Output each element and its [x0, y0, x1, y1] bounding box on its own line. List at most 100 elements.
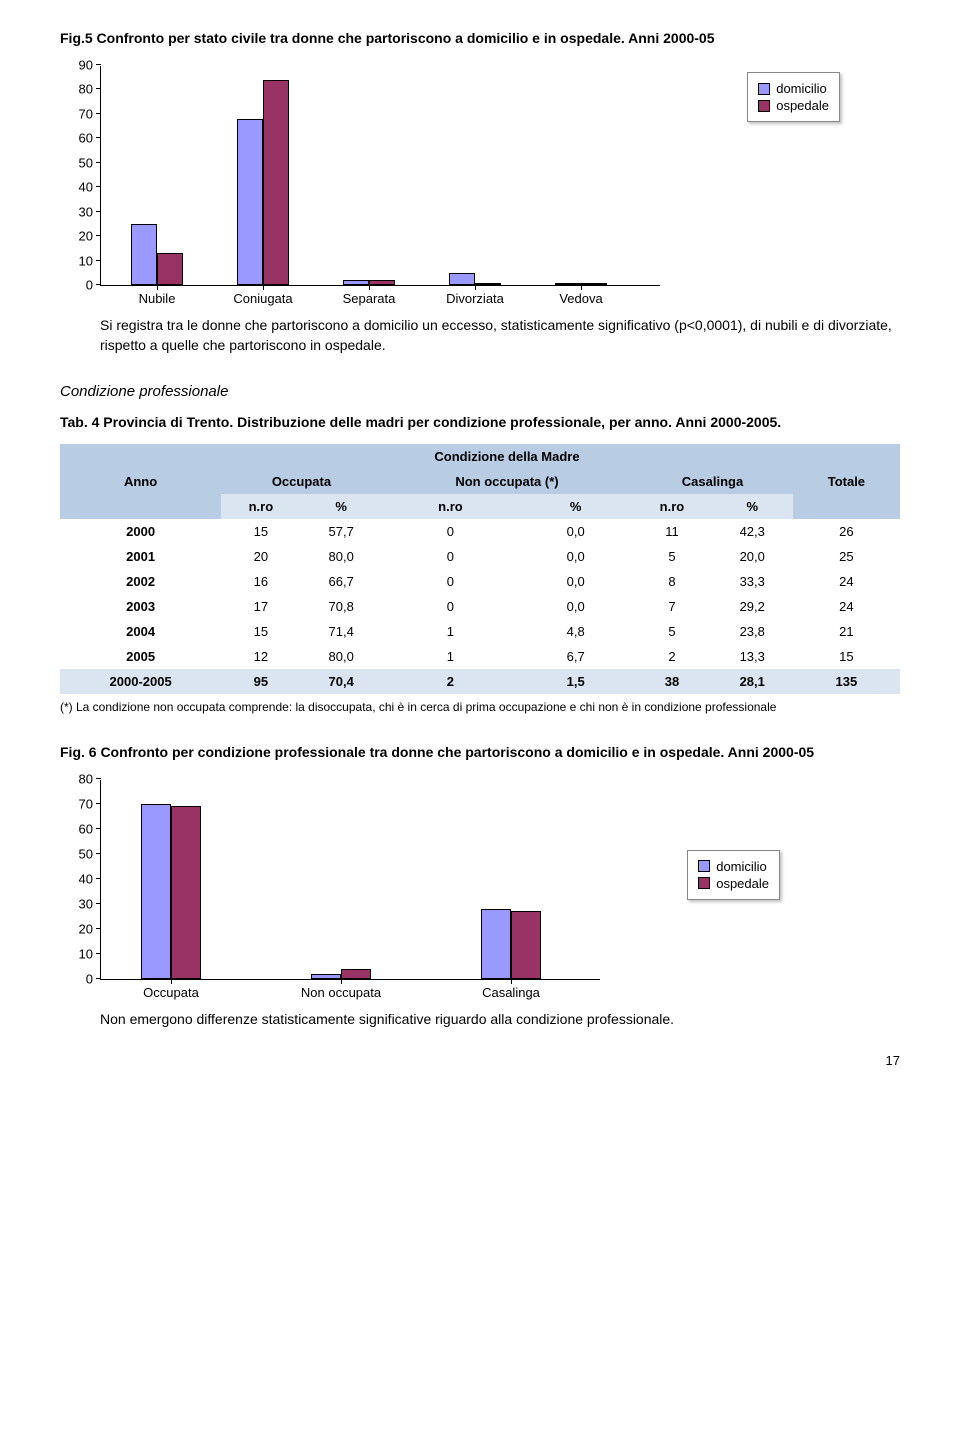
th-casalinga: Casalinga [632, 469, 793, 494]
chart-bar [141, 804, 171, 979]
cell-anno: 2003 [60, 594, 221, 619]
cell-value: 0,0 [519, 569, 632, 594]
cell-value: 71,4 [301, 619, 382, 644]
fig5-chart-wrap: 0102030405060708090NubileConiugataSepara… [100, 66, 860, 286]
th-sub: n.ro [221, 494, 300, 519]
legend-item: ospedale [698, 876, 769, 891]
cell-value: 66,7 [301, 569, 382, 594]
x-tick-label: Occupata [143, 979, 199, 1000]
cell-anno: 2000-2005 [60, 669, 221, 694]
cell-value: 13,3 [712, 644, 793, 669]
legend-swatch [758, 100, 770, 112]
y-tick-label: 50 [79, 155, 101, 170]
table-row: 20012080,000,0520,025 [60, 544, 900, 569]
cell-value: 0 [382, 569, 519, 594]
legend-swatch [698, 877, 710, 889]
cell-value: 11 [632, 519, 711, 544]
x-tick-label: Vedova [559, 285, 602, 306]
cell-anno: 2002 [60, 569, 221, 594]
chart-bar [449, 273, 475, 285]
chart-bar [237, 119, 263, 285]
y-tick-mark [96, 113, 101, 114]
chart-bar [511, 911, 541, 979]
th-condizione-madre: Condizione della Madre [221, 444, 793, 469]
chart-bar [131, 224, 157, 285]
y-tick-mark [96, 978, 101, 979]
cell-value: 20 [221, 544, 300, 569]
cell-value: 80,0 [301, 544, 382, 569]
cell-value: 0,0 [519, 519, 632, 544]
y-tick-mark [96, 211, 101, 212]
fig5-chart: 0102030405060708090NubileConiugataSepara… [100, 66, 660, 286]
legend-swatch [698, 860, 710, 872]
y-tick-label: 80 [79, 82, 101, 97]
legend-label: ospedale [776, 98, 829, 113]
cell-value: 4,8 [519, 619, 632, 644]
cell-value: 0 [382, 544, 519, 569]
cell-anno: 2004 [60, 619, 221, 644]
table-row: 20001557,700,01142,326 [60, 519, 900, 544]
paragraph-1: Si registra tra le donne che partoriscon… [100, 316, 900, 355]
y-tick-mark [96, 88, 101, 89]
th-sub: n.ro [632, 494, 711, 519]
cell-value: 5 [632, 544, 711, 569]
cell-total: 135 [793, 669, 900, 694]
cell-total: 21 [793, 619, 900, 644]
y-tick-label: 40 [79, 871, 101, 886]
x-tick-label: Casalinga [482, 979, 540, 1000]
chart-bar [171, 806, 201, 979]
th-nonoccupata: Non occupata (*) [382, 469, 633, 494]
cell-anno: 2000 [60, 519, 221, 544]
chart-bar [341, 969, 371, 979]
x-tick-label: Separata [343, 285, 396, 306]
tab4-footnote: (*) La condizione non occupata comprende… [60, 700, 900, 716]
cell-total: 24 [793, 594, 900, 619]
legend-label: domicilio [716, 859, 767, 874]
tab4-caption: Tab. 4 Provincia di Trento. Distribuzion… [60, 414, 900, 430]
cell-total: 15 [793, 644, 900, 669]
cell-value: 70,8 [301, 594, 382, 619]
cell-value: 16 [221, 569, 300, 594]
fig6-chart-wrap: 01020304050607080OccupataNon occupataCas… [100, 780, 800, 980]
y-tick-mark [96, 803, 101, 804]
cell-value: 42,3 [712, 519, 793, 544]
th-sub: % [712, 494, 793, 519]
y-tick-label: 80 [79, 771, 101, 786]
tab4-table: Anno Condizione della Madre Totale Occup… [60, 444, 900, 694]
cell-value: 95 [221, 669, 300, 694]
y-tick-label: 10 [79, 253, 101, 268]
chart-legend: domicilio ospedale [747, 72, 840, 122]
y-tick-label: 60 [79, 131, 101, 146]
page-number: 17 [60, 1053, 900, 1068]
cell-value: 28,1 [712, 669, 793, 694]
cell-total: 25 [793, 544, 900, 569]
cell-value: 1,5 [519, 669, 632, 694]
cell-value: 33,3 [712, 569, 793, 594]
cell-value: 1 [382, 644, 519, 669]
legend-swatch [758, 83, 770, 95]
cell-value: 57,7 [301, 519, 382, 544]
fig6-caption: Fig. 6 Confronto per condizione professi… [60, 744, 900, 760]
cell-value: 2 [382, 669, 519, 694]
chart-bar [481, 909, 511, 979]
y-tick-label: 20 [79, 921, 101, 936]
x-tick-label: Divorziata [446, 285, 504, 306]
y-tick-mark [96, 928, 101, 929]
cell-value: 20,0 [712, 544, 793, 569]
cell-value: 80,0 [301, 644, 382, 669]
x-tick-label: Coniugata [233, 285, 292, 306]
table-row: 20051280,016,7213,315 [60, 644, 900, 669]
y-tick-label: 50 [79, 846, 101, 861]
th-occupata: Occupata [221, 469, 382, 494]
chart-bar [263, 80, 289, 285]
cell-value: 15 [221, 519, 300, 544]
y-tick-mark [96, 235, 101, 236]
y-tick-mark [96, 64, 101, 65]
legend-item: domicilio [698, 859, 769, 874]
legend-label: domicilio [776, 81, 827, 96]
th-sub: % [301, 494, 382, 519]
cell-value: 0 [382, 594, 519, 619]
table-row: 20031770,800,0729,224 [60, 594, 900, 619]
cell-value: 29,2 [712, 594, 793, 619]
cell-value: 38 [632, 669, 711, 694]
